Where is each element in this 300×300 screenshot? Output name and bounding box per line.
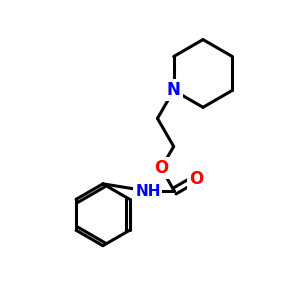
Text: O: O <box>189 169 203 188</box>
Text: N: N <box>167 81 181 99</box>
Text: NH: NH <box>135 184 161 199</box>
Text: O: O <box>154 159 168 177</box>
